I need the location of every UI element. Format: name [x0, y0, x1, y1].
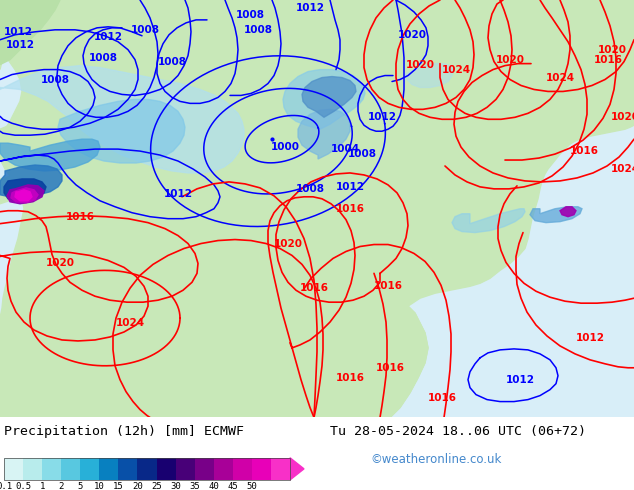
Polygon shape [290, 458, 304, 480]
Bar [176, 458, 195, 480]
Text: 1012: 1012 [505, 375, 534, 385]
Polygon shape [4, 179, 46, 201]
Text: 1012: 1012 [4, 27, 32, 37]
Polygon shape [283, 70, 365, 129]
Text: 30: 30 [170, 482, 181, 490]
Text: 1020: 1020 [597, 45, 626, 55]
Polygon shape [295, 82, 317, 114]
Text: 1016: 1016 [335, 373, 365, 383]
Text: 1008: 1008 [157, 57, 186, 67]
Polygon shape [15, 190, 32, 201]
Text: Tu 28-05-2024 18..06 UTC (06+72): Tu 28-05-2024 18..06 UTC (06+72) [330, 424, 586, 438]
Polygon shape [0, 0, 634, 417]
Text: 1016: 1016 [569, 146, 598, 156]
Text: 1012: 1012 [164, 189, 193, 199]
Polygon shape [0, 0, 60, 65]
Polygon shape [7, 185, 44, 204]
Text: 1016: 1016 [593, 55, 623, 65]
Bar [81, 458, 100, 480]
Text: 1024: 1024 [441, 65, 470, 74]
Text: 35: 35 [190, 482, 200, 490]
Text: 1016: 1016 [373, 281, 403, 291]
Text: 1000: 1000 [271, 142, 299, 152]
Text: 1020: 1020 [406, 60, 434, 70]
Text: 1024: 1024 [611, 164, 634, 174]
Text: 10: 10 [94, 482, 105, 490]
Bar [195, 458, 214, 480]
Polygon shape [0, 174, 22, 204]
Polygon shape [405, 64, 453, 88]
Text: 5: 5 [77, 482, 83, 490]
Text: 20: 20 [132, 482, 143, 490]
Polygon shape [58, 99, 185, 163]
Text: 1012: 1012 [576, 333, 604, 343]
Text: 1024: 1024 [545, 73, 574, 82]
Polygon shape [0, 66, 244, 173]
Bar [252, 458, 271, 480]
Text: 1020: 1020 [496, 55, 524, 65]
Bar [271, 458, 290, 480]
Bar [4, 458, 23, 480]
Text: 1008: 1008 [131, 25, 160, 35]
Polygon shape [302, 76, 356, 117]
Text: 1016: 1016 [375, 363, 404, 373]
Text: 0.1: 0.1 [0, 482, 12, 490]
Bar [214, 458, 233, 480]
Bar [138, 458, 157, 480]
Text: 1016: 1016 [335, 204, 365, 214]
Text: 1012: 1012 [368, 112, 396, 122]
Text: 45: 45 [228, 482, 238, 490]
Text: 1020: 1020 [46, 258, 75, 269]
Polygon shape [11, 188, 38, 203]
Text: 1008: 1008 [235, 10, 264, 20]
Text: 1012: 1012 [335, 182, 365, 192]
Text: 1016: 1016 [65, 212, 94, 221]
Text: 50: 50 [247, 482, 257, 490]
Bar [100, 458, 119, 480]
Polygon shape [418, 111, 438, 127]
Text: 40: 40 [209, 482, 219, 490]
Polygon shape [0, 139, 100, 171]
Text: 0.5: 0.5 [15, 482, 31, 490]
Text: 1008: 1008 [89, 52, 117, 63]
Bar [157, 458, 176, 480]
Text: 1016: 1016 [427, 392, 456, 403]
Polygon shape [238, 19, 280, 55]
Text: 2: 2 [58, 482, 64, 490]
Polygon shape [390, 0, 494, 162]
Text: 1020: 1020 [273, 239, 302, 248]
Text: 25: 25 [151, 482, 162, 490]
Text: 1012: 1012 [295, 3, 325, 13]
Text: 1024: 1024 [115, 318, 145, 328]
Bar [61, 458, 81, 480]
Polygon shape [298, 109, 350, 159]
Bar [42, 458, 61, 480]
Polygon shape [310, 64, 352, 129]
Polygon shape [0, 124, 18, 154]
Polygon shape [314, 303, 428, 417]
Text: 1: 1 [39, 482, 45, 490]
Polygon shape [452, 209, 525, 233]
Bar [119, 458, 138, 480]
Polygon shape [560, 207, 576, 217]
Text: 1008: 1008 [41, 74, 70, 84]
Text: 1008: 1008 [347, 149, 377, 159]
Text: 1020: 1020 [398, 30, 427, 40]
Text: 1004: 1004 [330, 144, 359, 154]
Polygon shape [0, 165, 62, 197]
Text: Precipitation (12h) [mm] ECMWF: Precipitation (12h) [mm] ECMWF [4, 424, 244, 438]
Text: 1012: 1012 [93, 32, 122, 42]
Polygon shape [530, 207, 582, 222]
Polygon shape [0, 0, 15, 70]
Text: 1008: 1008 [243, 25, 273, 35]
Bar [4, 458, 290, 480]
Text: 1016: 1016 [299, 283, 328, 293]
Text: 1012: 1012 [6, 40, 34, 49]
Text: ©weatheronline.co.uk: ©weatheronline.co.uk [370, 453, 501, 466]
Text: 1020: 1020 [611, 112, 634, 122]
Bar [23, 458, 42, 480]
Text: 1008: 1008 [295, 184, 325, 194]
Bar [233, 458, 252, 480]
Text: 15: 15 [113, 482, 124, 490]
